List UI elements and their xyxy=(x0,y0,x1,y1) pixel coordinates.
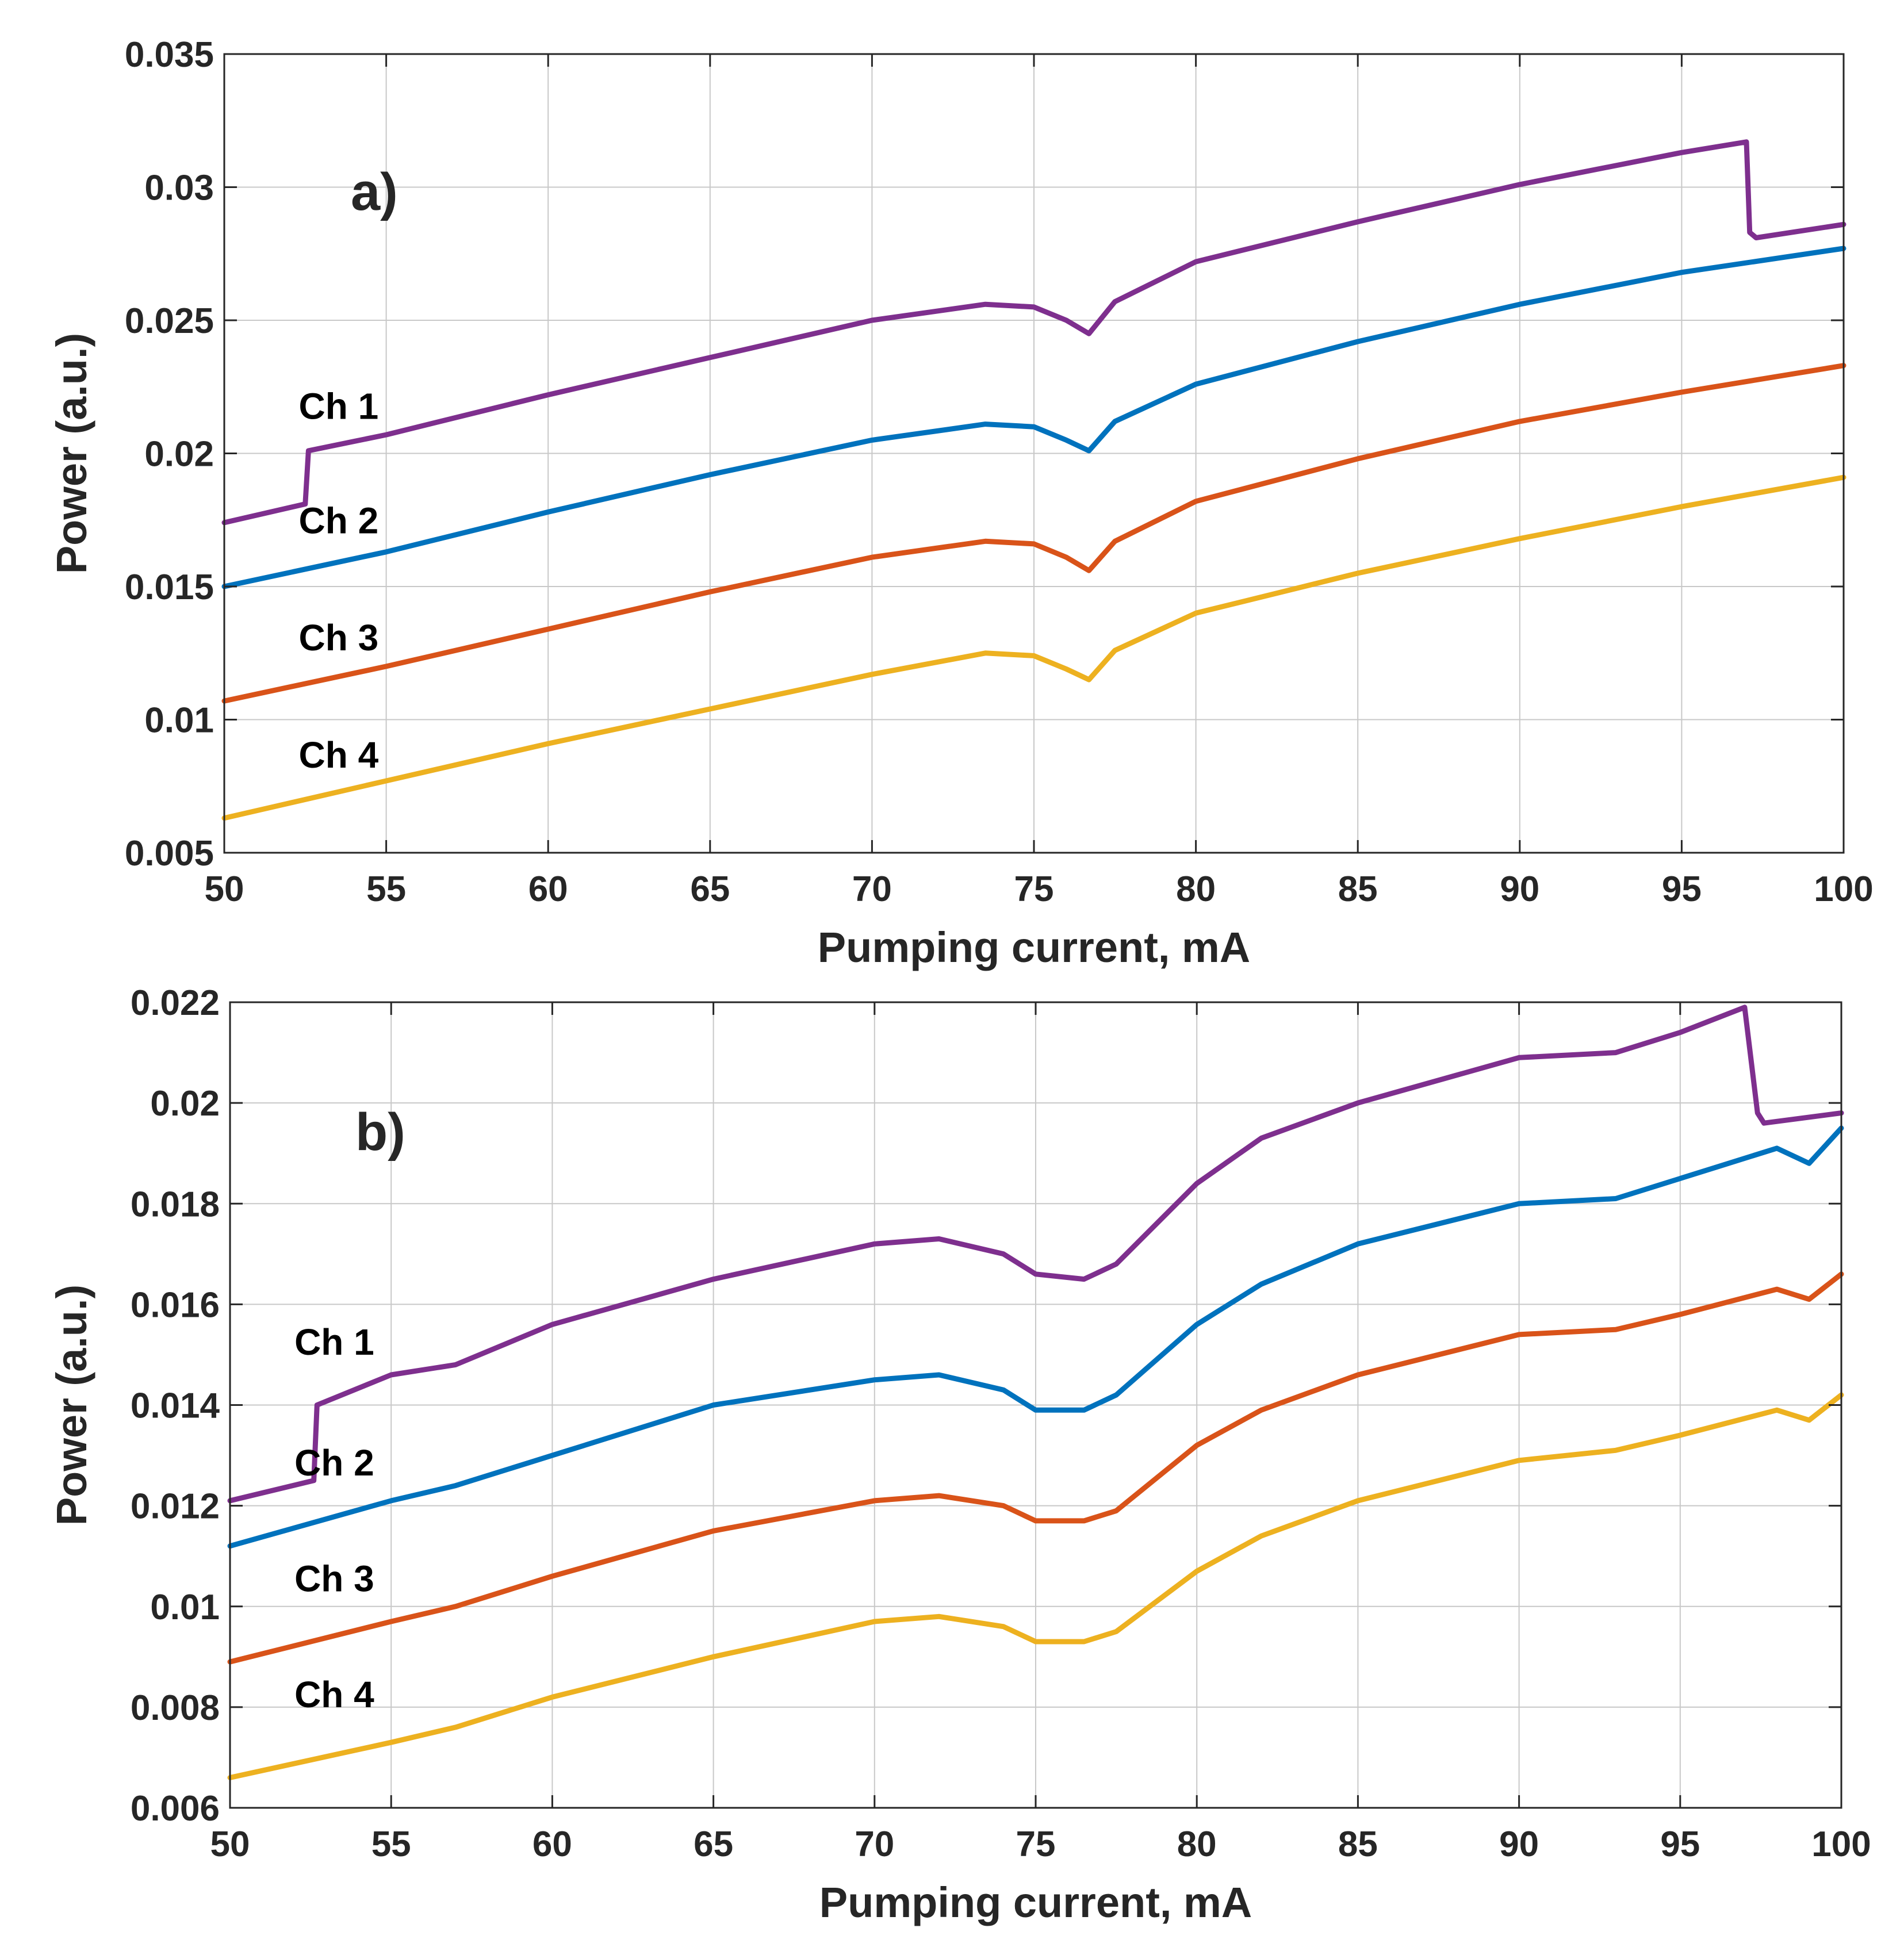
y-tick-label: 0.035 xyxy=(125,35,214,75)
series-label-ch2: Ch 2 xyxy=(299,500,379,541)
y-tick-label: 0.015 xyxy=(125,568,214,607)
series-line-ch3 xyxy=(227,1271,1844,1665)
y-tick-label: 0.016 xyxy=(131,1285,220,1325)
series-line-ch4 xyxy=(227,1392,1844,1780)
series-label-ch2: Ch 2 xyxy=(294,1442,374,1484)
x-tick-label: 55 xyxy=(366,869,406,909)
x-tick-label: 75 xyxy=(1014,869,1054,909)
y-tick-label: 0.025 xyxy=(125,301,214,341)
x-tick-label: 95 xyxy=(1662,869,1702,909)
x-tick-label: 100 xyxy=(1814,869,1873,909)
series-line-ch1 xyxy=(221,139,1846,526)
y-tick-label: 0.012 xyxy=(131,1487,220,1527)
series-line-ch2 xyxy=(227,1125,1844,1549)
series-label-ch3: Ch 3 xyxy=(299,617,379,658)
y-tick-label: 0.014 xyxy=(131,1386,220,1426)
x-tick-label: 90 xyxy=(1500,869,1539,909)
panel-label: a) xyxy=(351,163,398,221)
x-axis-title: Pumping current, mA xyxy=(818,923,1250,971)
y-tick-label: 0.02 xyxy=(144,435,214,474)
y-tick-label: 0.01 xyxy=(144,701,214,741)
x-tick-label: 85 xyxy=(1338,1824,1378,1864)
x-tick-label: 80 xyxy=(1177,1824,1217,1864)
x-tick-label: 80 xyxy=(1176,869,1216,909)
series-label-ch3: Ch 3 xyxy=(294,1558,374,1599)
x-tick-label: 65 xyxy=(694,1824,733,1864)
x-tick-label: 75 xyxy=(1016,1824,1056,1864)
y-tick-label: 0.018 xyxy=(131,1185,220,1224)
y-tick-label: 0.022 xyxy=(131,983,220,1023)
y-tick-label: 0.03 xyxy=(144,168,214,208)
x-tick-label: 65 xyxy=(690,869,730,909)
series-line-ch3 xyxy=(221,363,1846,704)
x-tick-label: 90 xyxy=(1499,1824,1539,1864)
series-line-ch2 xyxy=(221,246,1846,589)
y-tick-label: 0.005 xyxy=(125,834,214,873)
chart-panel-2: 50 55 60 65 70 75 80 85 90 95 100 0.006 0.008 0.01 0.0… xyxy=(48,983,1871,1926)
x-tick-label: 100 xyxy=(1811,1824,1871,1864)
x-tick-label: 70 xyxy=(855,1824,894,1864)
x-tick-label: 60 xyxy=(532,1824,572,1864)
x-tick-label: 95 xyxy=(1660,1824,1700,1864)
series-label-ch1: Ch 1 xyxy=(299,385,379,427)
x-tick-label: 55 xyxy=(371,1824,411,1864)
x-axis-title: Pumping current, mA xyxy=(819,1879,1252,1926)
chart-panel-1: 50 55 60 65 70 75 80 85 90 95 100 0.005 0.01 0.015 0.0… xyxy=(48,35,1874,971)
y-tick-label: 0.02 xyxy=(150,1084,220,1124)
series-line-ch4 xyxy=(221,474,1846,821)
x-tick-label: 50 xyxy=(205,869,244,909)
series-label-ch4: Ch 4 xyxy=(294,1674,374,1715)
series-line-ch1 xyxy=(227,1005,1844,1504)
y-tick-label: 0.01 xyxy=(150,1588,220,1627)
y-axis-title: Power (a.u.) xyxy=(48,333,95,574)
x-tick-label: 60 xyxy=(528,869,568,909)
series-label-ch4: Ch 4 xyxy=(299,734,379,776)
panel-label: b) xyxy=(355,1103,405,1162)
x-tick-label: 70 xyxy=(852,869,892,909)
y-tick-label: 0.006 xyxy=(131,1789,220,1829)
x-tick-label: 85 xyxy=(1338,869,1378,909)
x-tick-label: 50 xyxy=(210,1824,250,1864)
y-axis-title: Power (a.u.) xyxy=(48,1285,95,1525)
series-label-ch1: Ch 1 xyxy=(294,1321,374,1363)
y-tick-label: 0.008 xyxy=(131,1688,220,1728)
